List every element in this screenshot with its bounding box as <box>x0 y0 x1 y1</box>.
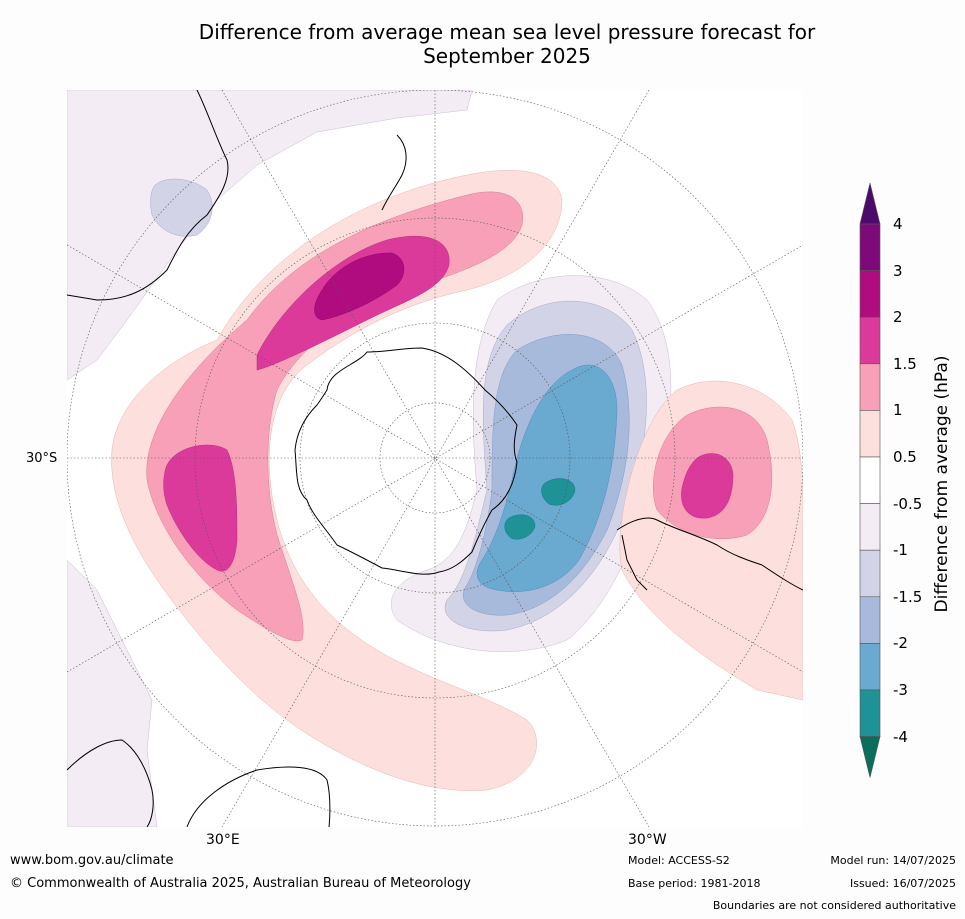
coastlines <box>67 90 803 827</box>
anomaly-region-plus-2 <box>314 252 405 321</box>
footer-url[interactable]: www.bom.gov.au/climate <box>10 853 174 868</box>
legend-tick-label: -1.5 <box>893 587 923 606</box>
anomaly-region-plus-0-5 <box>111 170 563 791</box>
footer-copyright: © Commonwealth of Australia 2025, Austra… <box>10 876 471 891</box>
legend-color-cell <box>859 643 881 691</box>
legend-color-cell <box>859 596 881 644</box>
footer-issued: Issued: 16/07/2025 <box>849 877 956 890</box>
title-line-2: September 2025 <box>423 44 591 68</box>
coastline-antarctica <box>294 347 518 575</box>
legend-color-cell <box>859 316 881 365</box>
legend-tick-label: -0.5 <box>893 494 923 513</box>
lat-label-30s: 30°S <box>26 451 58 466</box>
legend-color-cell <box>859 410 881 458</box>
legend-color-cell <box>859 549 881 598</box>
legend-title: Difference from average (hPa) <box>932 355 952 613</box>
legend-extend-min <box>859 736 881 778</box>
footer-model: Model: ACCESS-S2 <box>628 854 730 867</box>
legend-tick-label: 1 <box>893 401 903 420</box>
legend-color-cell <box>859 456 881 504</box>
lon-label-30w: 30°W <box>628 832 667 848</box>
legend-tick-label: 2 <box>893 308 903 327</box>
legend-tick-label: -3 <box>893 681 908 699</box>
footer-base-period: Base period: 1981-2018 <box>628 877 761 890</box>
anomaly-region-weak-negative <box>67 559 158 827</box>
footer-disclaimer: Boundaries are not considered authoritat… <box>712 899 956 912</box>
anomaly-region-plus-1-5 <box>163 444 238 572</box>
legend-tick-label: 0.5 <box>893 448 917 466</box>
graticule <box>67 90 803 827</box>
legend-tick-label: 4 <box>893 215 903 233</box>
legend-color-cell <box>859 689 881 737</box>
legend-color-cell <box>859 503 881 551</box>
legend-colorbar <box>859 182 881 778</box>
coastline-africa <box>67 739 154 827</box>
legend-color-cell <box>859 270 881 318</box>
coastline-australia <box>67 90 229 301</box>
coastline-southern-africa-tip <box>186 766 331 827</box>
legend-tick-label: -2 <box>893 634 908 653</box>
coastline-south-america <box>616 517 803 591</box>
title-line-1: Difference from average mean sea level p… <box>198 20 816 44</box>
legend-color-cell <box>859 223 881 271</box>
coastline-new-zealand <box>381 134 407 211</box>
anomaly-region-minus-3 <box>504 514 536 540</box>
legend-tick-label: -1 <box>893 541 908 560</box>
legend-tick-label: 3 <box>893 261 903 280</box>
forecast-map <box>67 90 803 827</box>
legend-tick-label: 1.5 <box>893 354 917 373</box>
anomaly-region-minus-3 <box>541 478 576 506</box>
lon-label-30e: 30°E <box>206 832 240 848</box>
anomaly-region-weak-negative <box>67 90 473 381</box>
anomaly-region-plus-1-5 <box>681 453 734 519</box>
anomaly-region-plus-1 <box>146 191 524 642</box>
legend-color-cell <box>859 363 881 411</box>
chart-title: Difference from average mean sea level p… <box>0 20 965 68</box>
legend-extend-max <box>859 182 881 225</box>
footer-model-run: Model run: 14/07/2025 <box>830 854 956 867</box>
legend-tick-label: -4 <box>893 727 908 746</box>
